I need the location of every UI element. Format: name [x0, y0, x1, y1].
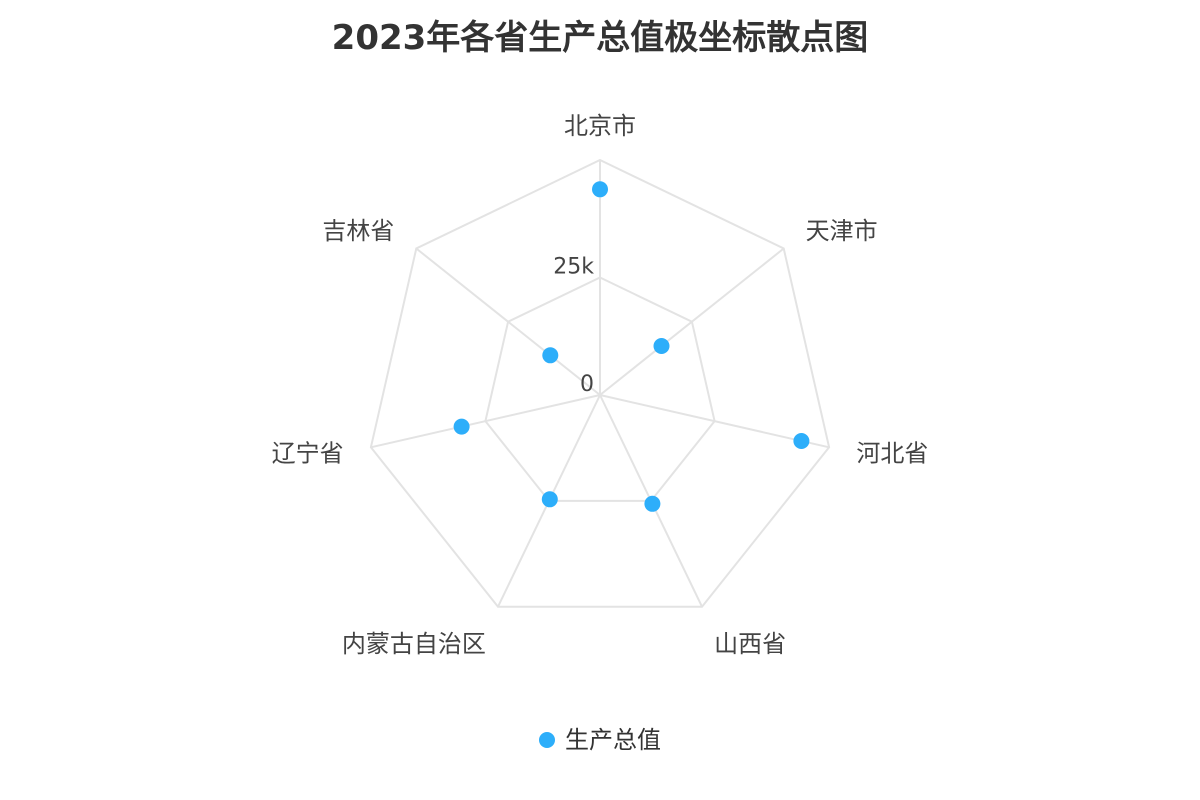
category-label: 河北省 — [856, 440, 928, 468]
legend-marker-icon — [539, 732, 555, 748]
category-label: 吉林省 — [322, 217, 394, 245]
radial-tick-label: 25k — [553, 255, 594, 280]
polar-grid — [369, 158, 831, 608]
grid-ring-1 — [484, 276, 716, 502]
grid-spoke — [599, 394, 830, 449]
category-label: 内蒙古自治区 — [342, 630, 486, 658]
legend: 生产总值 — [0, 722, 1200, 758]
data-point[interactable] — [542, 347, 559, 364]
legend-label: 生产总值 — [565, 726, 661, 754]
data-point[interactable] — [653, 338, 670, 354]
data-point[interactable] — [453, 418, 470, 435]
data-point[interactable] — [644, 495, 661, 512]
radial-tick-label: 0 — [580, 372, 594, 397]
data-point[interactable] — [592, 181, 608, 198]
grid-spoke — [370, 394, 601, 449]
category-label: 辽宁省 — [272, 440, 344, 468]
radial-axis-ticks: 0 25k — [553, 255, 594, 398]
chart-title: 2023年各省生产总值极坐标散点图 — [331, 18, 869, 58]
data-point[interactable] — [793, 433, 810, 449]
grid-ring-2 — [369, 158, 831, 608]
category-label: 天津市 — [806, 217, 878, 245]
category-label: 北京市 — [564, 112, 636, 140]
category-label: 山西省 — [714, 630, 786, 658]
data-point[interactable] — [541, 491, 558, 508]
data-points — [453, 181, 810, 512]
grid-spoke — [415, 247, 601, 396]
grid-spoke — [599, 247, 785, 396]
